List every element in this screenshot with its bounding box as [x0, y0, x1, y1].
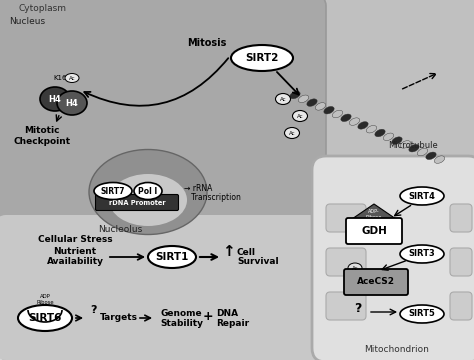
- Ellipse shape: [348, 263, 362, 273]
- Ellipse shape: [392, 137, 402, 144]
- Text: H4: H4: [49, 95, 61, 104]
- Text: Targets: Targets: [100, 314, 138, 323]
- Text: Nucleus: Nucleus: [9, 17, 45, 26]
- Ellipse shape: [89, 149, 207, 234]
- Ellipse shape: [40, 87, 70, 111]
- FancyBboxPatch shape: [344, 269, 408, 295]
- Text: Availability: Availability: [46, 257, 103, 266]
- Text: ADP: ADP: [40, 294, 50, 299]
- Ellipse shape: [65, 73, 79, 82]
- Ellipse shape: [409, 144, 419, 152]
- Text: Ac: Ac: [352, 266, 358, 270]
- Text: Mitotic
Checkpoint: Mitotic Checkpoint: [13, 126, 71, 146]
- FancyBboxPatch shape: [326, 204, 366, 232]
- Ellipse shape: [290, 91, 300, 99]
- Ellipse shape: [400, 245, 444, 263]
- Text: Ac: Ac: [297, 113, 303, 118]
- Text: ADP-: ADP-: [368, 208, 380, 213]
- Text: Ribose: Ribose: [36, 300, 54, 305]
- Text: Ac: Ac: [280, 96, 286, 102]
- Text: Ribose: Ribose: [366, 215, 382, 220]
- Ellipse shape: [292, 111, 308, 122]
- Ellipse shape: [341, 114, 351, 122]
- Text: GDH: GDH: [361, 226, 387, 236]
- Text: SIRT7: SIRT7: [101, 186, 125, 195]
- Text: → rRNA: → rRNA: [184, 184, 212, 193]
- Text: Nucleolus: Nucleolus: [98, 225, 142, 234]
- Text: SIRT4: SIRT4: [409, 192, 436, 201]
- Ellipse shape: [18, 305, 72, 331]
- Text: Microtubule: Microtubule: [388, 141, 438, 150]
- Ellipse shape: [134, 183, 162, 199]
- FancyBboxPatch shape: [450, 248, 472, 276]
- Ellipse shape: [57, 91, 87, 115]
- FancyBboxPatch shape: [312, 156, 474, 360]
- Text: ?: ?: [354, 302, 362, 315]
- Ellipse shape: [231, 45, 293, 71]
- Text: AceCS2: AceCS2: [357, 278, 395, 287]
- Ellipse shape: [298, 95, 309, 103]
- Ellipse shape: [358, 122, 368, 129]
- FancyBboxPatch shape: [0, 215, 326, 360]
- Text: Cytoplasm: Cytoplasm: [18, 4, 66, 13]
- Ellipse shape: [315, 103, 326, 110]
- Polygon shape: [352, 204, 396, 219]
- Text: SIRT1: SIRT1: [155, 252, 189, 262]
- Text: H4: H4: [65, 99, 78, 108]
- Text: Ac: Ac: [289, 131, 295, 135]
- Ellipse shape: [383, 133, 394, 140]
- FancyBboxPatch shape: [326, 292, 366, 320]
- Ellipse shape: [332, 110, 343, 118]
- Text: SIRT6: SIRT6: [28, 313, 62, 323]
- FancyBboxPatch shape: [326, 248, 366, 276]
- Ellipse shape: [375, 129, 385, 137]
- Ellipse shape: [366, 125, 377, 133]
- Text: Survival: Survival: [237, 257, 279, 266]
- Text: SIRT3: SIRT3: [409, 249, 436, 258]
- Text: Cellular Stress: Cellular Stress: [38, 235, 112, 244]
- Ellipse shape: [284, 127, 300, 139]
- Ellipse shape: [349, 118, 360, 125]
- Text: Ac: Ac: [69, 76, 75, 81]
- Ellipse shape: [400, 305, 444, 323]
- Text: ?: ?: [90, 305, 96, 315]
- FancyBboxPatch shape: [450, 204, 472, 232]
- Text: Nutrient: Nutrient: [54, 247, 97, 256]
- Text: ↑: ↑: [222, 244, 234, 260]
- Text: Mitosis: Mitosis: [187, 38, 227, 48]
- Text: Mitochondrion: Mitochondrion: [365, 345, 429, 354]
- Text: +: +: [203, 310, 213, 323]
- FancyBboxPatch shape: [95, 194, 179, 211]
- Text: Genome: Genome: [160, 310, 201, 319]
- Text: Cell: Cell: [237, 248, 256, 257]
- FancyBboxPatch shape: [450, 292, 472, 320]
- Text: Repair: Repair: [216, 319, 249, 328]
- Ellipse shape: [400, 187, 444, 205]
- Ellipse shape: [94, 183, 132, 199]
- Ellipse shape: [401, 141, 410, 148]
- Text: SIRT5: SIRT5: [409, 310, 436, 319]
- Text: SIRT2: SIRT2: [246, 53, 279, 63]
- Ellipse shape: [307, 99, 317, 106]
- Text: DNA: DNA: [216, 310, 238, 319]
- Text: rDNA Promoter: rDNA Promoter: [109, 199, 165, 206]
- Ellipse shape: [148, 246, 196, 268]
- Ellipse shape: [434, 156, 445, 163]
- Text: Pol I: Pol I: [138, 186, 158, 195]
- Ellipse shape: [426, 152, 436, 159]
- FancyBboxPatch shape: [346, 218, 402, 244]
- Ellipse shape: [109, 174, 187, 226]
- Ellipse shape: [324, 107, 334, 114]
- Ellipse shape: [275, 94, 291, 104]
- FancyBboxPatch shape: [0, 0, 326, 261]
- Text: K16: K16: [53, 75, 67, 81]
- Text: Transcription: Transcription: [184, 193, 241, 202]
- Ellipse shape: [417, 148, 428, 156]
- Text: Stability: Stability: [160, 319, 203, 328]
